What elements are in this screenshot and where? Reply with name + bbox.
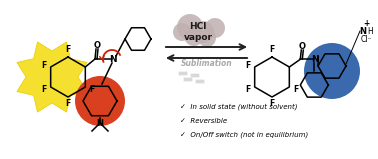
Text: F: F [41, 84, 46, 93]
Text: H: H [367, 27, 373, 35]
Text: O: O [299, 41, 306, 51]
FancyBboxPatch shape [195, 79, 204, 83]
Text: F: F [90, 84, 95, 93]
Text: +: + [363, 20, 369, 28]
Text: ✓  Reversible: ✓ Reversible [180, 118, 227, 124]
Text: F: F [41, 61, 46, 69]
Circle shape [205, 18, 225, 38]
Text: N: N [311, 55, 319, 63]
Text: ✓  In solid state (without solvent): ✓ In solid state (without solvent) [180, 104, 297, 110]
Text: N: N [359, 27, 367, 35]
Text: F: F [65, 45, 71, 55]
Text: F: F [245, 61, 250, 69]
Text: O: O [93, 41, 101, 49]
Text: Sublimation: Sublimation [181, 59, 233, 69]
Circle shape [177, 14, 203, 40]
Text: ✓  On/Off switch (not in equilibrium): ✓ On/Off switch (not in equilibrium) [180, 132, 308, 138]
Polygon shape [17, 42, 87, 112]
FancyBboxPatch shape [183, 77, 192, 81]
Circle shape [192, 21, 214, 43]
Circle shape [184, 26, 204, 46]
Text: N: N [109, 55, 117, 63]
Text: Cl⁻: Cl⁻ [360, 35, 372, 44]
Text: F: F [245, 84, 250, 93]
Text: HCl
vapor: HCl vapor [183, 22, 212, 42]
Text: F: F [270, 100, 275, 108]
Text: N: N [96, 118, 104, 128]
FancyBboxPatch shape [190, 73, 199, 77]
Text: F: F [270, 45, 275, 55]
Circle shape [198, 29, 216, 47]
Circle shape [304, 43, 360, 99]
Text: F: F [294, 84, 299, 93]
Circle shape [75, 76, 125, 126]
Circle shape [173, 23, 191, 41]
Text: F: F [65, 100, 71, 108]
FancyBboxPatch shape [178, 71, 187, 75]
